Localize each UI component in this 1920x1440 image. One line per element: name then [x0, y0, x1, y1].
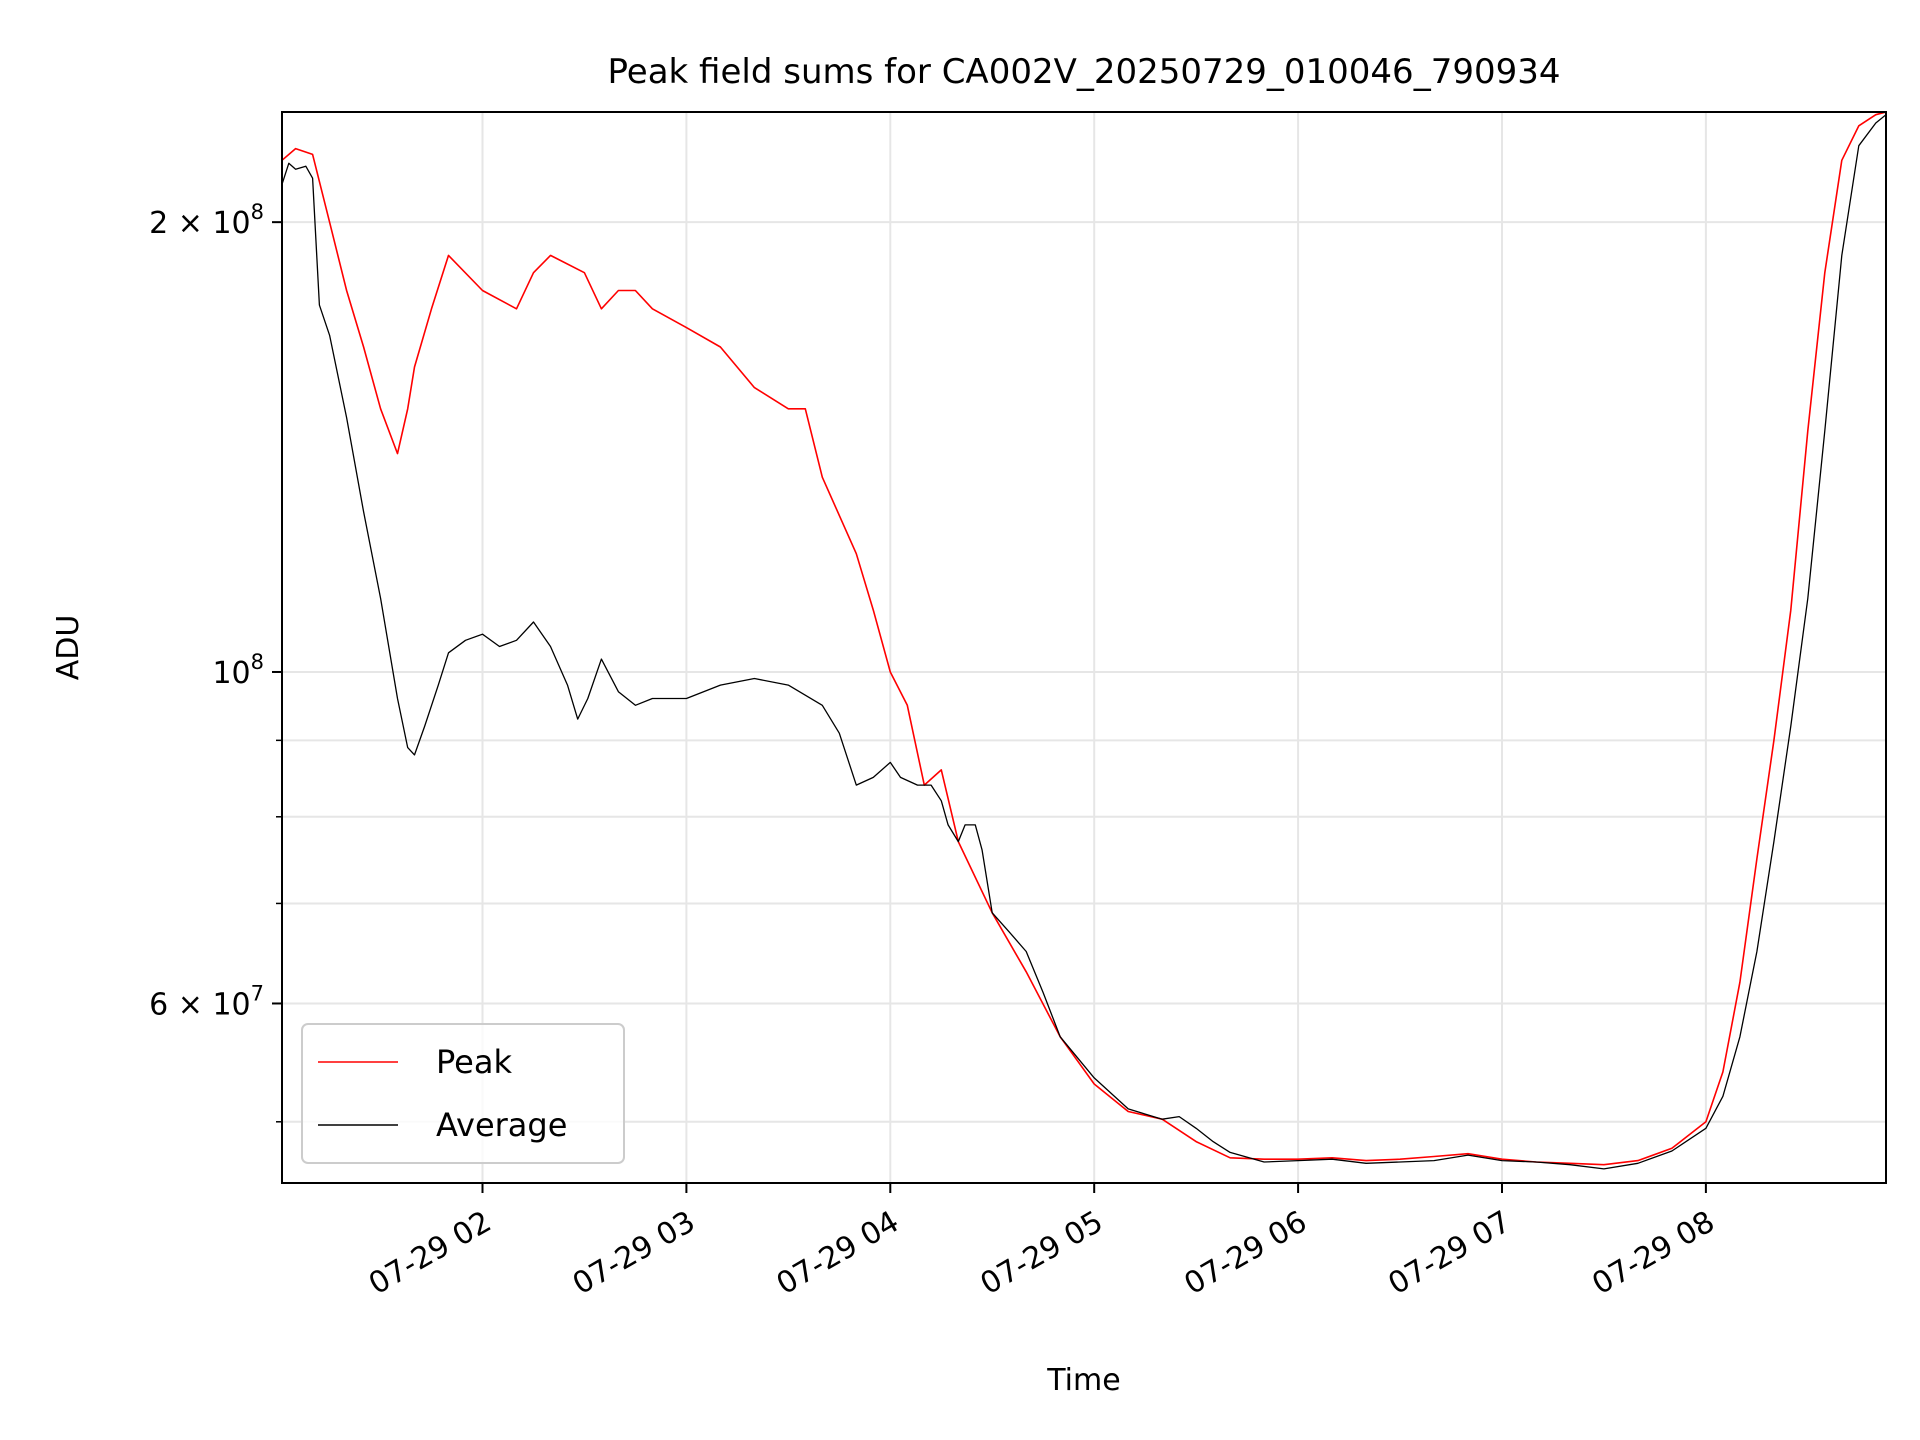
legend-label: Peak [436, 1043, 512, 1081]
y-axis-label: ADU [51, 615, 86, 681]
legend: Peak Average [301, 1023, 625, 1164]
legend-label: Average [436, 1106, 567, 1144]
x-axis-label: Time [1046, 1363, 1120, 1398]
y-tick-label: 108 [212, 650, 264, 691]
y-axis: 6 × 107 108 2 × 108 [149, 200, 282, 1123]
y-tick-label: 2 × 108 [149, 200, 264, 241]
series-line-average [282, 114, 1886, 1170]
legend-box [301, 1023, 625, 1164]
plot-frame [281, 111, 1887, 1184]
grid [282, 112, 1886, 1183]
y-tick-label: 6 × 107 [149, 981, 264, 1022]
chart-title: Peak field sums for CA002V_20250729_0100… [608, 52, 1561, 92]
series-layer [282, 112, 1886, 1170]
